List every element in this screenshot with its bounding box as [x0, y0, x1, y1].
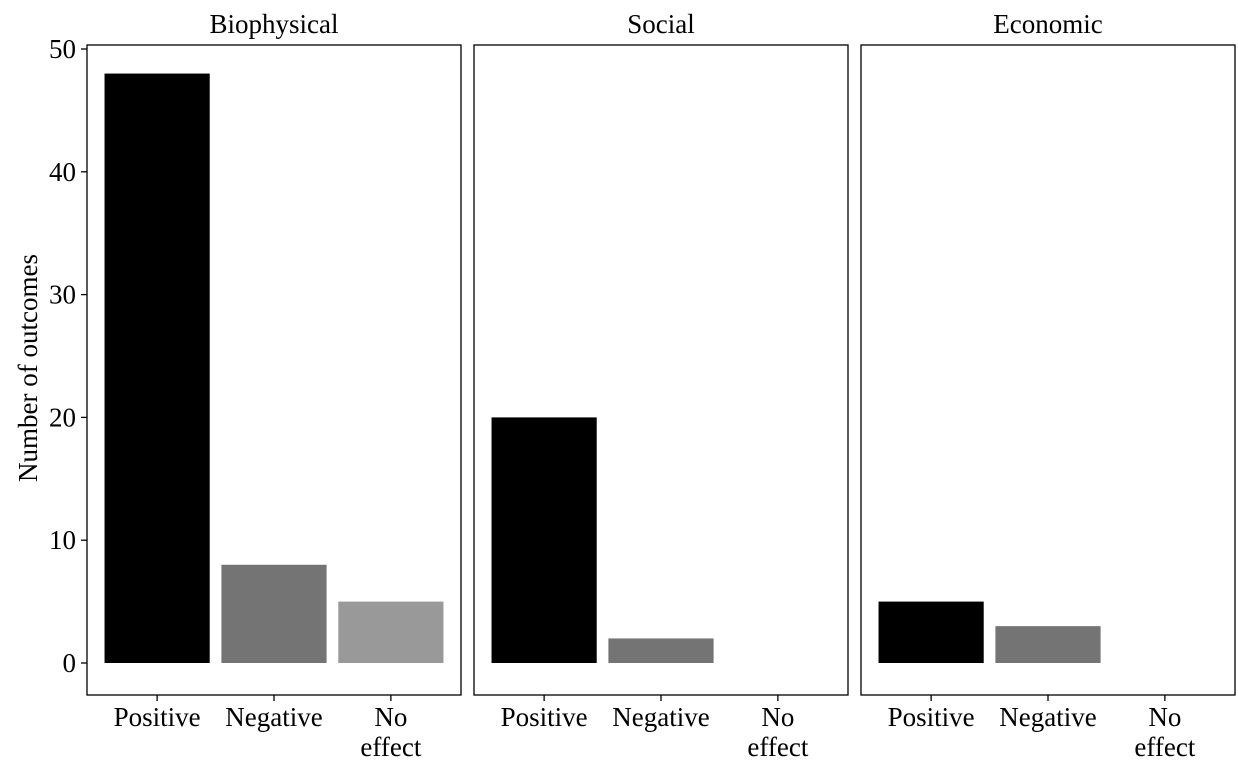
- x-tick-label: Negative: [225, 702, 322, 732]
- x-tick-label: No: [1148, 702, 1181, 732]
- x-tick-label: Positive: [501, 702, 588, 732]
- x-tick-label: effect: [1134, 732, 1195, 762]
- x-tick-label: effect: [360, 732, 421, 762]
- facet-title: Social: [627, 9, 695, 39]
- y-axis-title: Number of outcomes: [13, 254, 43, 482]
- x-tick-label: effect: [747, 732, 808, 762]
- facet-title: Economic: [993, 9, 1102, 39]
- bar: [104, 73, 210, 663]
- y-tick-label: 40: [49, 157, 76, 187]
- facet-title: Biophysical: [210, 9, 339, 39]
- y-axis: 0 10 20 30 40 50: [49, 34, 87, 678]
- y-tick-label: 50: [49, 34, 76, 64]
- bar: [338, 601, 444, 663]
- x-tick-label: No: [761, 702, 794, 732]
- bar: [221, 564, 327, 663]
- x-tick-label: No: [374, 702, 407, 732]
- x-tick-label: Negative: [999, 702, 1096, 732]
- y-tick-label: 30: [49, 280, 76, 310]
- x-tick-label: Negative: [612, 702, 709, 732]
- x-tick-label: Positive: [888, 702, 975, 732]
- bar: [608, 638, 714, 663]
- bar: [995, 626, 1101, 663]
- bar: [878, 601, 984, 663]
- y-tick-label: 20: [49, 402, 76, 432]
- y-tick-label: 0: [63, 648, 77, 678]
- bar: [491, 417, 597, 663]
- x-tick-label: Positive: [114, 702, 201, 732]
- panel-border: [860, 44, 1236, 696]
- y-tick-label: 10: [49, 525, 76, 555]
